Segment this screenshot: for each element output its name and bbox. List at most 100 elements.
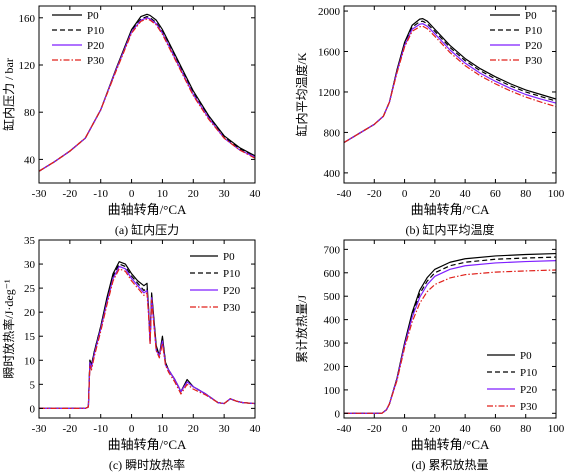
x-tick-label: -20	[367, 423, 382, 435]
panel-caption: (b) 缸内平均温度	[406, 222, 495, 237]
panel-caption: (a) 缸内压力	[115, 222, 179, 237]
y-tick-label: 0	[30, 403, 36, 415]
y-axis-label: 缸内压力 / bar	[1, 58, 16, 131]
x-tick-label: 10	[157, 423, 169, 435]
x-tick-label: -20	[63, 423, 78, 435]
series-line-p30	[344, 269, 556, 414]
legend-label-p10: P10	[87, 25, 105, 37]
series-line-p0	[344, 18, 556, 144]
chart-panel-3: -40 -20 0 20 40 60 80 100 0 100 200 300 400 500 600 700…	[294, 239, 565, 472]
y-tick-label: 15	[24, 331, 36, 343]
y-tick-label: 800	[324, 127, 341, 139]
panel-caption: (c) 瞬时放热率	[109, 457, 185, 472]
x-tick-label: 30	[219, 423, 231, 435]
plot-frame	[343, 5, 557, 184]
series-line-p10	[39, 16, 255, 172]
y-tick-label: 40	[24, 154, 36, 166]
legend-label-p20: P20	[520, 384, 538, 396]
series-line-p30	[39, 268, 255, 409]
y-axis-label: 瞬时放热率/J·deg⁻¹	[1, 279, 16, 379]
x-tick-label: -10	[93, 423, 108, 435]
x-axis-label: 曲轴转角/°CA	[411, 437, 490, 452]
y-tick-label: 35	[24, 235, 36, 247]
x-tick-label: -20	[367, 188, 382, 200]
chart-panel-2: -30 -20 -10 0 10 20 30 40 0 5 10 15 20 25 30 35 曲轴转角/°CA…	[1, 235, 261, 472]
y-tick-label: 300	[324, 338, 341, 350]
legend-label-p30: P30	[87, 55, 105, 67]
y-tick-label: 1200	[318, 87, 341, 99]
x-tick-label: 100	[548, 423, 565, 435]
x-tick-label: 40	[460, 423, 472, 435]
x-tick-label: 20	[188, 188, 200, 200]
legend-label-p10: P10	[520, 367, 538, 379]
plot-frame	[38, 239, 256, 419]
x-tick-label: 40	[460, 188, 472, 200]
legend-label-p10: P10	[223, 268, 241, 280]
series-line-p20	[344, 260, 556, 414]
chart-panel-0: -30 -20 -10 0 10 20 30 40 40 80 120 160 曲轴转角/°CA 缸内压力…	[1, 5, 262, 237]
legend-label-p20: P20	[87, 40, 105, 52]
legend-label-p30: P30	[520, 401, 538, 413]
x-tick-label: 100	[548, 188, 565, 200]
x-tick-label: -40	[337, 423, 352, 435]
x-tick-label: 20	[188, 423, 200, 435]
x-tick-label: -30	[32, 188, 47, 200]
legend-label-p30: P30	[223, 302, 241, 314]
y-tick-label: 80	[24, 107, 36, 119]
x-tick-label: -20	[63, 188, 78, 200]
y-tick-label: 25	[24, 283, 36, 295]
x-tick-label: 20	[429, 423, 441, 435]
x-axis-label: 曲轴转角/°CA	[108, 202, 187, 217]
x-tick-label: -30	[32, 423, 47, 435]
panel-caption: (d) 累积放热量	[412, 457, 489, 472]
x-tick-label: 60	[490, 423, 502, 435]
series-line-p20	[39, 17, 255, 172]
y-tick-label: 160	[19, 13, 36, 25]
y-tick-label: 700	[324, 244, 341, 256]
legend-label-p0: P0	[525, 10, 537, 22]
y-tick-label: 0	[335, 408, 341, 420]
x-tick-label: 10	[157, 188, 169, 200]
x-tick-label: 60	[490, 188, 502, 200]
x-tick-label: 40	[250, 188, 262, 200]
legend-label-p30: P30	[525, 55, 543, 67]
y-tick-label: 120	[19, 60, 36, 72]
x-tick-label: 30	[219, 188, 231, 200]
x-tick-label: 0	[402, 188, 408, 200]
series-line-p0	[39, 261, 255, 409]
series-line-p0	[39, 13, 255, 172]
y-tick-label: 400	[324, 315, 341, 327]
legend-label-p0: P0	[520, 350, 532, 362]
chart-panel-1: -40 -20 0 20 40 60 80 100 400 800 1200 1600 2000 曲轴转角…	[294, 5, 565, 237]
x-axis-label: 曲轴转角/°CA	[411, 202, 490, 217]
y-tick-label: 30	[24, 259, 36, 271]
y-tick-label: 500	[324, 291, 341, 303]
x-tick-label: 0	[129, 423, 135, 435]
x-tick-label: 0	[129, 188, 135, 200]
y-axis-label: 累计放热量/J	[294, 295, 309, 363]
legend-label-p0: P0	[87, 10, 99, 22]
x-tick-label: 0	[402, 423, 408, 435]
y-axis-label: 缸内平均温度/K	[294, 52, 309, 136]
x-tick-label: -10	[93, 188, 108, 200]
x-tick-label: 80	[520, 188, 532, 200]
x-axis-label: 曲轴转角/°CA	[108, 437, 187, 452]
series-line-p30	[344, 25, 556, 144]
x-tick-label: 20	[429, 188, 441, 200]
x-tick-label: -40	[337, 188, 352, 200]
legend-label-p10: P10	[525, 25, 543, 37]
y-tick-label: 600	[324, 268, 341, 280]
y-tick-label: 10	[24, 355, 36, 367]
y-tick-label: 5	[30, 379, 36, 391]
y-tick-label: 2000	[318, 6, 341, 18]
legend-label-p20: P20	[525, 40, 543, 52]
y-tick-label: 1600	[318, 47, 341, 59]
y-tick-label: 400	[324, 168, 341, 180]
plot-frame	[343, 239, 557, 419]
x-tick-label: 40	[250, 423, 262, 435]
y-tick-label: 200	[324, 361, 341, 373]
x-tick-label: 80	[520, 423, 532, 435]
y-tick-label: 20	[24, 307, 36, 319]
series-line-p30	[39, 18, 255, 172]
